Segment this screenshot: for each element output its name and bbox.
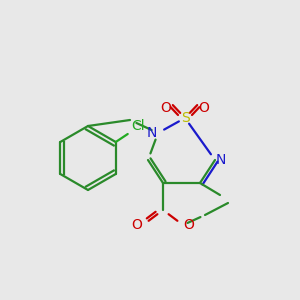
Text: O: O [199,101,209,115]
Text: N: N [147,126,157,140]
Text: O: O [184,218,194,232]
Text: Cl: Cl [131,119,145,133]
Text: S: S [181,111,189,125]
Text: N: N [216,153,226,167]
Text: O: O [160,101,171,115]
Text: O: O [132,218,142,232]
